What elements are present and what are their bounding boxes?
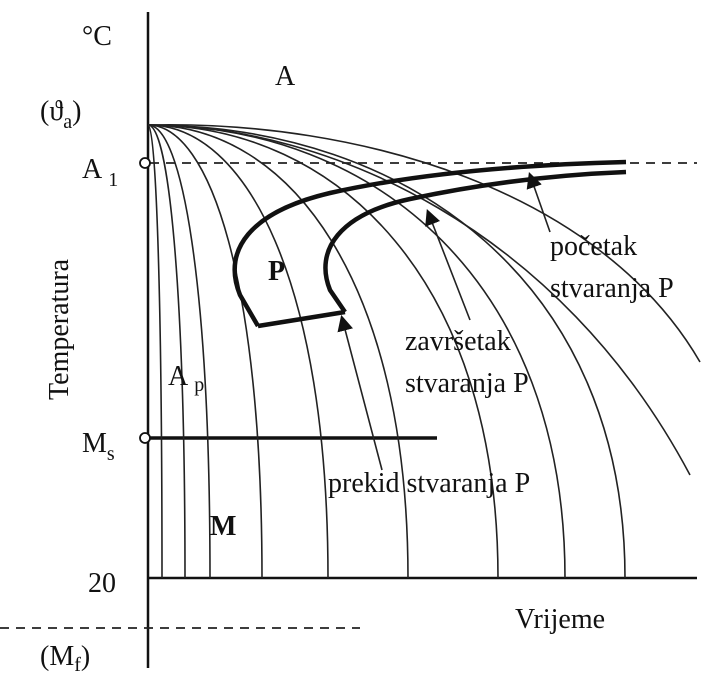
cooling-curve (147, 124, 691, 476)
unit: °C (82, 21, 112, 52)
level-label: Ms (82, 428, 115, 465)
ms-point (139, 432, 151, 444)
annotation: početak (550, 231, 637, 262)
annotation: završetak (405, 326, 511, 357)
annotation: stvaranja P (550, 273, 674, 304)
region-label: A (275, 61, 296, 92)
cooling-curve (147, 124, 329, 579)
start-curve (232, 159, 627, 328)
y-axis-label: Temperatura (44, 258, 75, 400)
arrow (425, 209, 471, 321)
arrow (337, 314, 383, 471)
interrupt-line (257, 309, 346, 329)
level-label: (Mf) (40, 641, 90, 676)
annotation: prekid stvaranja P (328, 468, 530, 499)
level-label: 20 (88, 568, 116, 599)
annotation: stvaranja P (405, 368, 529, 399)
cooling-curve (147, 124, 499, 579)
cooling-curves (147, 123, 701, 579)
cooling-curve (147, 124, 163, 579)
arrow (526, 171, 551, 233)
finish-curve (323, 169, 627, 314)
region-label: M (210, 511, 236, 542)
level-label: (ϑa) (40, 96, 81, 133)
cooling-curve (147, 124, 186, 579)
x-axis-label: Vrijeme (515, 604, 605, 635)
cooling-curve (147, 123, 701, 363)
cooling-curve (147, 124, 409, 579)
cooling-curve (147, 124, 626, 579)
region-label: P (268, 256, 285, 287)
cooling-curve (147, 124, 211, 579)
cooling-curve (147, 124, 263, 579)
a1-point (139, 157, 151, 169)
